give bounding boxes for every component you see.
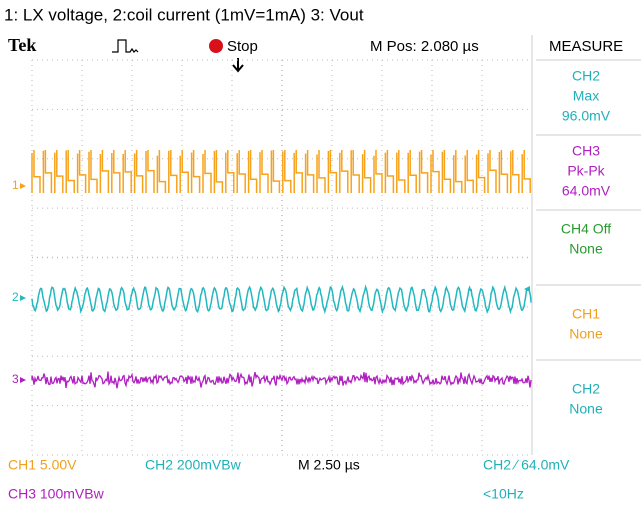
brand: Tek: [8, 35, 36, 55]
channel-marker: 2: [12, 290, 19, 304]
measure-text: CH2: [572, 381, 600, 397]
run-state: Stop: [227, 38, 258, 55]
measure-text: CH2: [572, 68, 600, 84]
trigger: CH2 ∕ 64.0mV: [483, 457, 570, 473]
measure-text: CH4 Off: [561, 221, 611, 237]
timebase: M 2.50 µs: [298, 457, 360, 473]
measure-text: CH3: [572, 143, 600, 159]
ch2-scale: CH2 200mVBw: [145, 457, 242, 473]
measure-text: None: [569, 326, 603, 342]
caption: 1: LX voltage, 2:coil current (1mV=1mA) …: [4, 5, 364, 24]
measure-text: Max: [573, 88, 599, 104]
background: [0, 0, 641, 515]
measure-text: CH1: [572, 306, 600, 322]
position: M Pos: 2.080 µs: [370, 38, 479, 55]
screen: 1: LX voltage, 2:coil current (1mV=1mA) …: [0, 0, 641, 515]
measure-text: 96.0mV: [562, 108, 611, 124]
measure-text: Pk-Pk: [567, 163, 605, 179]
stop-dot: [209, 39, 223, 53]
measure-text: None: [569, 241, 603, 257]
ch3-scale: CH3 100mVBw: [8, 486, 105, 502]
channel-marker: 3: [12, 372, 19, 386]
panel-title: MEASURE: [549, 38, 623, 55]
channel-marker: 1: [12, 178, 19, 192]
ch1-scale: CH1 5.00V: [8, 457, 77, 473]
measure-text: 64.0mV: [562, 183, 611, 199]
page: 1: LX voltage, 2:coil current (1mV=1mA) …: [0, 0, 641, 520]
frequency: <10Hz: [483, 486, 524, 502]
measure-text: None: [569, 401, 603, 417]
